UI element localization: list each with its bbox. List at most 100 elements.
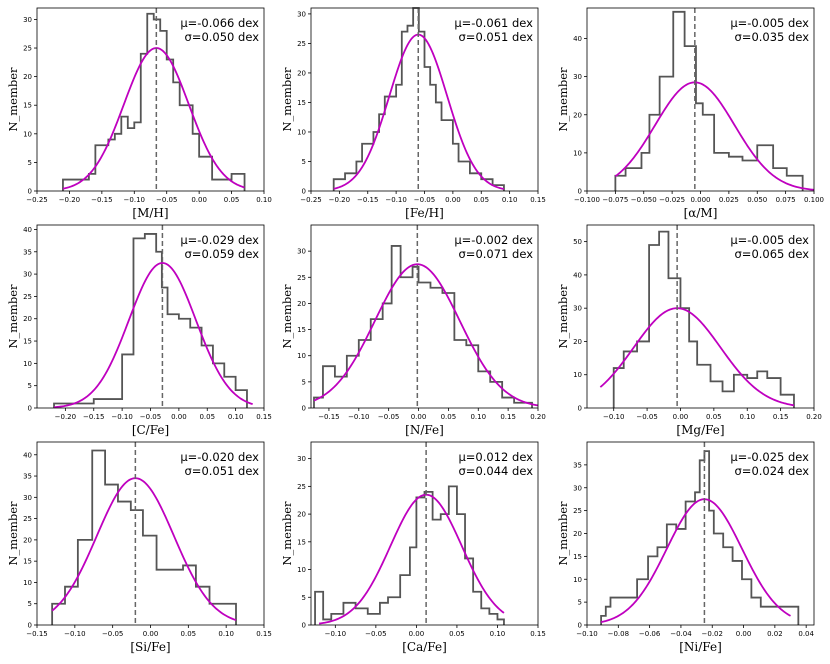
x-axis-label: [Mg/Fe] [676, 423, 724, 437]
histogram-steps [313, 245, 533, 408]
y-tick-label: 25 [297, 40, 306, 48]
sigma-annotation: σ=0.051 dex [185, 464, 260, 478]
x-tick-label: −0.10 [348, 413, 369, 421]
y-tick-label: 30 [573, 484, 582, 492]
y-tick-label: 15 [297, 326, 306, 334]
y-tick-label: 10 [573, 149, 582, 157]
x-tick-label: −0.10 [325, 630, 346, 638]
histogram-steps [612, 230, 795, 408]
mu-annotation: μ=-0.029 dex [180, 233, 259, 247]
y-tick-label: 25 [23, 293, 32, 301]
y-tick-label: 35 [23, 248, 32, 256]
x-tick-label: 0.05 [181, 630, 197, 638]
y-axis-label: N_member [557, 284, 570, 349]
x-tick-label: −0.10 [385, 196, 406, 204]
x-tick-label: 0.02 [767, 630, 783, 638]
gaussian-fit-curve [614, 81, 815, 191]
histogram-steps [600, 450, 800, 625]
histogram-steps [314, 485, 505, 625]
x-tick-label: 0.10 [739, 413, 755, 421]
y-tick-label: 25 [23, 45, 32, 53]
y-tick-label: 25 [297, 483, 306, 491]
sigma-annotation: σ=0.050 dex [185, 30, 260, 44]
histogram-panel: −0.10 −0.05 0.00 0.05 0.10 0.15 0 5 10 15 20 25 30 [C… [281, 441, 546, 654]
y-tick-label: 30 [297, 455, 306, 463]
histogram-steps [51, 449, 237, 625]
axes-frame [36, 7, 265, 192]
x-tick-label: 0.00 [445, 196, 461, 204]
y-tick-label: 10 [297, 128, 306, 136]
x-tick-label: −0.20 [329, 196, 350, 204]
y-tick-label: 15 [23, 558, 32, 566]
sigma-annotation: σ=0.065 dex [735, 247, 810, 261]
y-tick-label: 30 [297, 248, 306, 256]
y-tick-label: 0 [28, 188, 32, 196]
histogram-panel: −0.100 −0.075 −0.050 −0.025 0.000 0.025 0.050 0… [557, 7, 824, 220]
x-tick-label: −0.05 [365, 630, 386, 638]
y-tick-label: 20 [573, 338, 582, 346]
gaussian-fit-curve [51, 477, 237, 621]
x-tick-label: 0.00 [736, 630, 752, 638]
x-tick-label: 0.04 [798, 630, 814, 638]
y-axis-label: N_member [7, 284, 20, 349]
x-tick-label: −0.15 [26, 630, 47, 638]
x-tick-label: 0.10 [228, 413, 244, 421]
y-tick-label: 35 [23, 473, 32, 481]
x-tick-label: −0.15 [357, 196, 378, 204]
x-tick-label: 0.00 [411, 413, 427, 421]
y-tick-label: 5 [28, 382, 32, 390]
x-tick-label: −0.050 [631, 196, 657, 204]
gaussian-fit-curve [62, 47, 245, 190]
x-axis-label: [C/Fe] [132, 423, 169, 437]
y-tick-label: 50 [573, 238, 582, 246]
x-axis-label: [Si/Fe] [130, 640, 170, 654]
y-tick-label: 10 [23, 360, 32, 368]
x-tick-label: 0.15 [530, 196, 546, 204]
x-tick-label: −0.075 [602, 196, 628, 204]
y-tick-label: 20 [23, 536, 32, 544]
y-tick-label: 15 [297, 99, 306, 107]
x-tick-label: 0.20 [806, 413, 822, 421]
y-tick-label: 30 [23, 271, 32, 279]
x-tick-label: −0.05 [102, 630, 123, 638]
sigma-annotation: σ=0.044 dex [459, 464, 534, 478]
histogram-steps [614, 10, 804, 191]
x-tick-label: 0.00 [409, 630, 425, 638]
y-tick-label: 5 [28, 600, 32, 608]
histogram-panel: −0.10 −0.05 0.00 0.05 0.10 0.15 0.20 0 10 20 30 40 5… [557, 224, 822, 437]
sigma-annotation: σ=0.071 dex [459, 247, 534, 261]
y-tick-label: 10 [573, 576, 582, 584]
mu-annotation: μ=-0.061 dex [454, 16, 533, 30]
y-tick-label: 25 [297, 274, 306, 282]
x-tick-label: 0.05 [473, 196, 489, 204]
x-tick-label: 0.00 [191, 196, 207, 204]
y-tick-label: 10 [23, 579, 32, 587]
y-tick-label: 15 [23, 338, 32, 346]
gaussian-fit-curve [53, 262, 253, 409]
x-tick-label: 0.15 [530, 630, 546, 638]
x-tick-label: 0.025 [719, 196, 739, 204]
y-tick-label: 0 [302, 188, 306, 196]
y-tick-label: 20 [23, 315, 32, 323]
y-tick-label: 20 [23, 73, 32, 81]
y-tick-label: 35 [573, 461, 582, 469]
x-tick-label: −0.20 [59, 196, 80, 204]
y-tick-label: 25 [573, 507, 582, 515]
y-tick-label: 30 [573, 73, 582, 81]
axes-frame [310, 441, 539, 626]
y-tick-label: 5 [578, 599, 582, 607]
y-tick-label: 0 [578, 188, 582, 196]
x-tick-label: −0.06 [639, 630, 661, 638]
x-tick-label: −0.05 [378, 413, 399, 421]
x-axis-label: [M/H] [132, 206, 168, 220]
x-tick-label: 0.15 [500, 413, 516, 421]
y-tick-label: 5 [302, 594, 306, 602]
y-tick-label: 0 [302, 622, 306, 630]
x-tick-label: 0.05 [441, 413, 457, 421]
axes-frame [586, 224, 815, 409]
gaussian-fit-curve [600, 498, 791, 624]
sigma-annotation: σ=0.035 dex [735, 30, 810, 44]
mu-annotation: μ=-0.005 dex [730, 16, 809, 30]
y-tick-label: 20 [297, 511, 306, 519]
